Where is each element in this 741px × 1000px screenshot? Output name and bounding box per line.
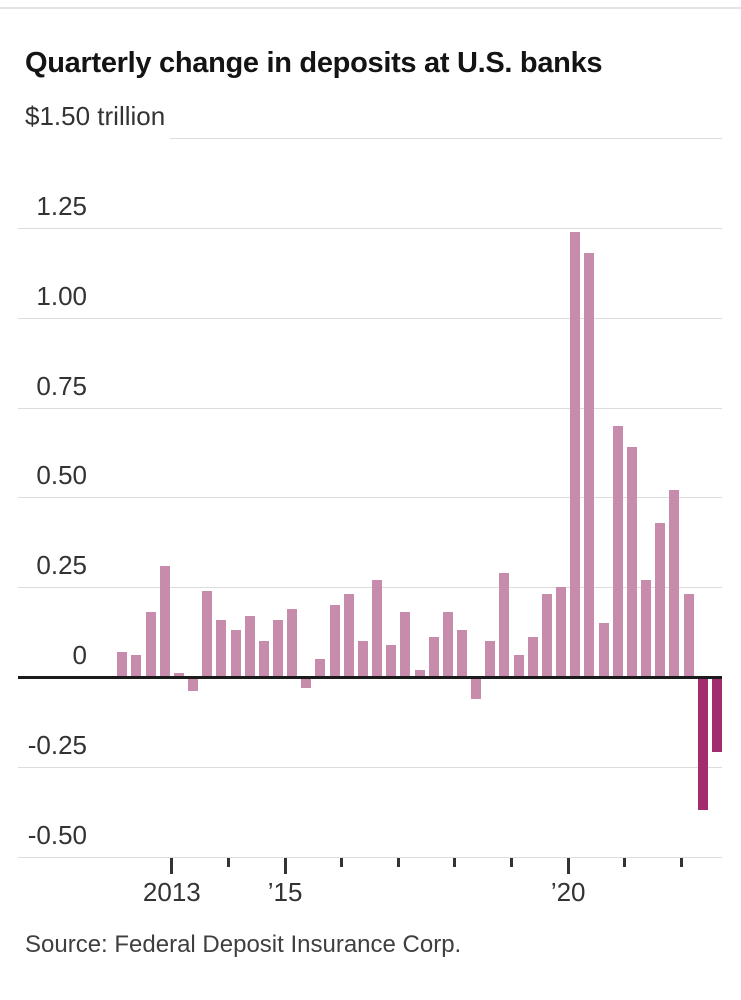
x-axis-tick-mark bbox=[623, 857, 627, 867]
y-axis-tick-label: 1.00 bbox=[36, 280, 87, 311]
bar bbox=[343, 594, 354, 677]
x-axis-year-label: 2013 bbox=[142, 876, 201, 907]
bar bbox=[202, 590, 213, 677]
y-axis-tick-label: 0.25 bbox=[36, 550, 87, 581]
gridline bbox=[170, 138, 722, 140]
bar bbox=[442, 612, 453, 677]
x-axis-tick-mark bbox=[340, 857, 344, 867]
bar bbox=[584, 253, 595, 677]
y-axis-unit-label: $1.50 trillion bbox=[25, 101, 166, 132]
gridline bbox=[18, 856, 722, 858]
bar bbox=[527, 637, 538, 677]
bar bbox=[188, 677, 199, 692]
x-axis-tick-mark bbox=[170, 857, 174, 874]
bar bbox=[230, 630, 241, 677]
source-credit: Source: Federal Deposit Insurance Corp. bbox=[25, 931, 462, 958]
bar bbox=[471, 677, 482, 699]
gridline bbox=[18, 228, 722, 229]
bar bbox=[655, 522, 666, 677]
bar bbox=[626, 447, 637, 677]
bar bbox=[457, 630, 468, 677]
bar bbox=[145, 612, 156, 677]
bar bbox=[499, 572, 510, 677]
bar bbox=[372, 580, 383, 677]
bar bbox=[683, 594, 694, 677]
bar bbox=[273, 619, 283, 677]
y-axis-tick-label: -0.50 bbox=[27, 819, 87, 850]
bar bbox=[711, 677, 722, 753]
x-axis-tick-mark bbox=[283, 857, 287, 874]
x-axis-year-label: ’20 bbox=[550, 876, 586, 907]
bar bbox=[428, 637, 439, 677]
bar bbox=[258, 641, 269, 677]
bar bbox=[669, 490, 680, 677]
x-axis-tick-mark bbox=[679, 857, 683, 867]
top-divider bbox=[0, 7, 741, 9]
bar bbox=[485, 641, 496, 677]
gridline bbox=[18, 766, 722, 768]
bar bbox=[400, 612, 411, 677]
y-axis-tick-label: -0.25 bbox=[27, 729, 87, 760]
gridline bbox=[18, 497, 722, 499]
bar bbox=[513, 655, 524, 677]
y-axis-tick-label: 0 bbox=[72, 640, 87, 670]
bar bbox=[357, 641, 368, 677]
bar bbox=[697, 677, 708, 810]
bar bbox=[570, 231, 581, 677]
y-axis-tick-label: 0.50 bbox=[36, 460, 87, 491]
bar bbox=[414, 669, 425, 677]
gridline bbox=[18, 407, 722, 409]
bar bbox=[301, 677, 312, 688]
bar bbox=[612, 425, 623, 677]
bar bbox=[386, 644, 397, 677]
gridline bbox=[18, 587, 722, 589]
bar bbox=[159, 565, 170, 677]
x-axis-tick-mark bbox=[226, 857, 230, 867]
bar bbox=[173, 673, 184, 677]
bar bbox=[641, 580, 652, 677]
x-axis-tick-mark bbox=[453, 857, 457, 867]
gridline bbox=[18, 317, 722, 319]
bar bbox=[244, 615, 255, 677]
zero-axis-line bbox=[18, 675, 722, 679]
bar bbox=[131, 655, 142, 677]
bar bbox=[287, 608, 298, 677]
y-axis-tick-label: 0.75 bbox=[36, 370, 87, 401]
bar bbox=[329, 605, 340, 677]
chart-title: Quarterly change in deposits at U.S. ban… bbox=[25, 47, 603, 80]
bar bbox=[117, 651, 128, 677]
bar bbox=[315, 659, 326, 677]
x-axis-tick-mark bbox=[510, 857, 514, 867]
y-axis-tick-label: 1.25 bbox=[36, 191, 87, 221]
bar bbox=[541, 594, 552, 677]
bar bbox=[556, 587, 567, 677]
x-axis-tick-mark bbox=[566, 857, 570, 874]
x-axis-tick-mark bbox=[396, 857, 400, 867]
x-axis-year-label: ’15 bbox=[267, 876, 303, 907]
bar bbox=[598, 623, 609, 677]
bar bbox=[216, 619, 227, 677]
